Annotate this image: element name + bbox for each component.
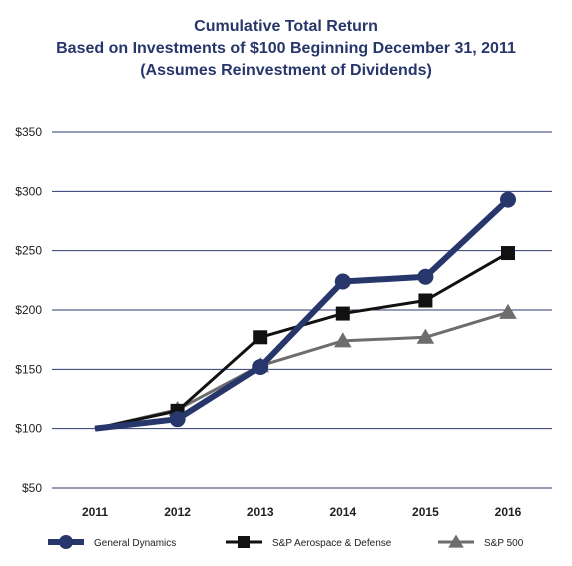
- series-line: [94, 310, 509, 431]
- y-tick-label: $150: [15, 362, 42, 376]
- x-tick-label: 2013: [247, 505, 274, 519]
- x-tick-label: 2012: [164, 505, 191, 519]
- data-point: [500, 191, 516, 208]
- legend-label: S&P Aerospace & Defense: [272, 538, 392, 549]
- x-tick-label: 2014: [329, 505, 356, 519]
- series-line: [94, 197, 511, 432]
- y-tick-label: $300: [15, 184, 42, 198]
- data-point: [169, 411, 186, 428]
- series-line: [94, 251, 509, 431]
- legend-marker: [238, 536, 250, 548]
- x-tick-label: 2011: [82, 505, 108, 519]
- data-point: [416, 328, 435, 344]
- y-tick-label: $200: [15, 303, 42, 317]
- y-tick-label: $50: [22, 481, 42, 495]
- data-point: [335, 306, 350, 321]
- legend-label: S&P 500: [484, 538, 524, 549]
- title-line-1: Cumulative Total Return: [194, 18, 378, 35]
- x-tick-label: 2016: [495, 505, 522, 519]
- data-point: [418, 293, 433, 308]
- x-tick-label: 2015: [412, 505, 439, 519]
- data-point: [334, 332, 352, 348]
- y-tick-label: $350: [15, 125, 42, 139]
- legend-marker: [59, 535, 73, 549]
- legend-label: General Dynamics: [94, 538, 176, 549]
- data-point: [501, 246, 515, 261]
- data-point: [334, 273, 351, 290]
- data-point: [417, 268, 434, 285]
- y-tick-label: $100: [15, 422, 42, 436]
- chart-title: Cumulative Total Return Based on Investm…: [0, 16, 572, 82]
- y-tick-label: $250: [15, 244, 42, 258]
- title-line-2: Based on Investments of $100 Beginning D…: [56, 40, 516, 57]
- data-point: [252, 358, 269, 375]
- data-point: [499, 303, 517, 319]
- legend-marker: [448, 534, 464, 548]
- title-line-3: (Assumes Reinvestment of Dividends): [140, 62, 432, 79]
- data-point: [253, 330, 268, 345]
